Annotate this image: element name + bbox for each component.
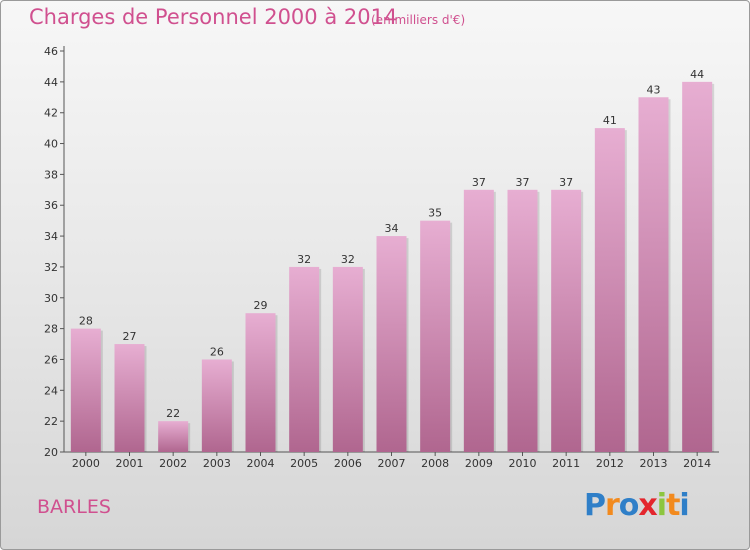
bar-value-label: 26 — [210, 345, 224, 358]
bar — [420, 220, 451, 452]
bar — [507, 189, 538, 453]
bar — [158, 421, 189, 452]
logo-letter: P — [584, 488, 606, 523]
bar-value-label: 32 — [341, 253, 355, 266]
bar — [289, 266, 320, 452]
logo-letter: i — [679, 488, 689, 523]
bar — [245, 313, 276, 452]
logo-letter: i — [656, 488, 667, 523]
y-tick-label: 26 — [44, 353, 58, 366]
y-tick-label: 34 — [44, 230, 58, 243]
bar-value-label: 32 — [297, 253, 311, 266]
y-tick-label: 38 — [44, 168, 58, 181]
bar — [114, 344, 145, 452]
logo-letter: x — [638, 488, 657, 523]
x-tick-label: 2005 — [290, 457, 318, 470]
logo-letter: o — [618, 488, 640, 523]
bar-value-label: 41 — [603, 114, 617, 127]
bar-value-label: 37 — [472, 176, 486, 189]
proxiti-logo[interactable]: Proxiti — [584, 488, 690, 523]
chart-title: Charges de Personnel 2000 à 2014 — [29, 5, 398, 29]
y-tick-label: 42 — [44, 107, 58, 120]
logo-letter: r — [605, 488, 620, 523]
y-tick-label: 40 — [44, 138, 58, 151]
y-tick-label: 46 — [44, 45, 58, 58]
y-tick-label: 22 — [44, 415, 58, 428]
y-tick-label: 36 — [44, 199, 58, 212]
bar-value-label: 43 — [647, 83, 661, 96]
x-tick-label: 2006 — [334, 457, 362, 470]
x-tick-label: 2004 — [247, 457, 275, 470]
bar — [594, 128, 625, 452]
bar — [201, 359, 232, 452]
y-tick-label: 32 — [44, 261, 58, 274]
bar-value-label: 22 — [166, 407, 180, 420]
logo-letter: t — [666, 488, 680, 523]
y-tick-label: 20 — [44, 446, 58, 459]
y-tick-label: 44 — [44, 76, 58, 89]
x-tick-label: 2014 — [683, 457, 711, 470]
x-tick-label: 2013 — [640, 457, 668, 470]
bar-value-label: 37 — [559, 176, 573, 189]
bar-value-label: 34 — [385, 222, 399, 235]
bar-value-label: 29 — [254, 299, 268, 312]
x-tick-label: 2002 — [159, 457, 187, 470]
bar — [682, 81, 713, 452]
bar — [332, 266, 363, 452]
commune-name: BARLES — [37, 496, 111, 518]
x-tick-label: 2000 — [72, 457, 100, 470]
x-tick-label: 2011 — [552, 457, 580, 470]
bar-value-label: 37 — [516, 176, 530, 189]
y-tick-label: 30 — [44, 292, 58, 305]
bar — [376, 236, 407, 452]
x-tick-label: 2001 — [116, 457, 144, 470]
x-tick-label: 2010 — [509, 457, 537, 470]
bar-value-label: 27 — [123, 330, 137, 343]
x-tick-label: 2009 — [465, 457, 493, 470]
bar — [463, 189, 494, 453]
bar — [551, 189, 582, 453]
x-tick-label: 2007 — [378, 457, 406, 470]
bar — [70, 328, 101, 452]
bar-value-label: 35 — [428, 207, 442, 220]
y-tick-label: 28 — [44, 323, 58, 336]
chart-subtitle: (en milliers d'€) — [371, 13, 466, 27]
x-tick-label: 2003 — [203, 457, 231, 470]
y-tick-label: 24 — [44, 384, 58, 397]
bar-value-label: 28 — [79, 315, 93, 328]
x-tick-label: 2012 — [596, 457, 624, 470]
plot-area: 20 22 24 26 28 30 32 34 36 38 40 42 44 46 28 2000 27 2001… — [44, 45, 719, 470]
bar-value-label: 44 — [690, 68, 704, 81]
bar — [638, 97, 669, 453]
x-tick-label: 2008 — [421, 457, 449, 470]
